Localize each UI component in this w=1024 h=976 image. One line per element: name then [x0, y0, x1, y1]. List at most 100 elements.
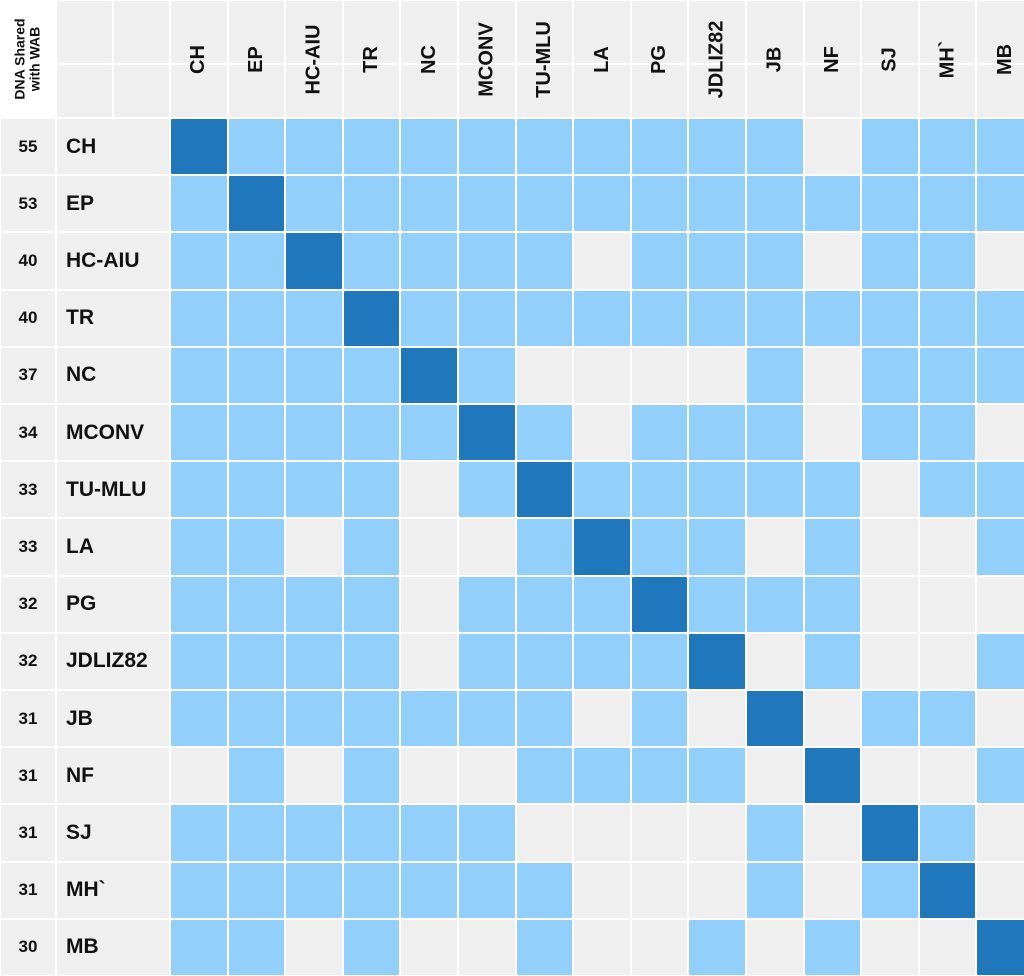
heatmap-cell — [747, 691, 803, 747]
heatmap-cell — [171, 176, 227, 232]
heatmap-cell — [862, 290, 918, 346]
heatmap-cell — [689, 748, 745, 804]
heatmap-cell — [862, 748, 918, 804]
heatmap-cell — [574, 576, 630, 632]
heatmap-cell — [228, 462, 285, 518]
row-number-bg — [1, 347, 55, 403]
header-blank-cell — [286, 1, 342, 63]
column-label: TU-MLU — [516, 0, 574, 118]
heatmap-cell — [401, 691, 457, 747]
heatmap-cell — [804, 176, 861, 232]
heatmap-cell — [516, 633, 573, 689]
row-number-bg — [1, 176, 55, 232]
heatmap-cell — [804, 290, 861, 346]
heatmap-cell — [401, 862, 457, 918]
header-blank-cell — [574, 1, 630, 63]
shared-cm-value: 40 — [18, 250, 38, 270]
row-number-bg — [1, 290, 55, 346]
row-label: MCONV — [66, 420, 145, 444]
column-label: MCONV — [458, 0, 516, 118]
heatmap-cell — [689, 576, 745, 632]
heatmap-cell — [862, 691, 918, 747]
row-number-bg — [1, 119, 55, 175]
row-number-bg — [1, 405, 55, 461]
heatmap-cell — [343, 233, 400, 289]
header-blank-cell — [114, 65, 169, 117]
heatmap-cell — [689, 519, 745, 575]
heatmap-cell — [919, 233, 976, 289]
heatmap-cell — [286, 233, 342, 289]
heatmap-cell — [459, 633, 515, 689]
heatmap-cell — [171, 347, 227, 403]
column-label-text: EP — [244, 45, 267, 73]
heatmap-cell — [228, 405, 285, 461]
heatmap-cell — [747, 347, 803, 403]
heatmap-cell — [228, 862, 285, 918]
heatmap-cell — [977, 748, 1024, 804]
heatmap-cell — [459, 405, 515, 461]
heatmap-cell — [401, 347, 457, 403]
heatmap-cell — [574, 633, 630, 689]
shared-cm-value: 34 — [18, 422, 38, 442]
heatmap-cell — [516, 462, 573, 518]
heatmap-cell — [228, 290, 285, 346]
heatmap-cell — [459, 290, 515, 346]
row-label-bg — [57, 919, 169, 975]
heatmap-cell — [804, 805, 861, 861]
heatmap-cell — [689, 290, 745, 346]
heatmap-cell — [747, 290, 803, 346]
heatmap-cell — [171, 233, 227, 289]
row-label: MH` — [66, 878, 106, 902]
heatmap-cell — [171, 633, 227, 689]
row-label-bg — [57, 576, 169, 632]
corner-label-line-2: with WAB — [27, 26, 44, 92]
heatmap-cell — [228, 576, 285, 632]
heatmap-cell — [919, 347, 976, 403]
row-label: EP — [66, 191, 95, 215]
heatmap-cell — [631, 862, 688, 918]
heatmap-cell — [689, 919, 745, 975]
heatmap-cell — [631, 119, 688, 175]
heatmap-cell — [804, 233, 861, 289]
heatmap-cell — [862, 462, 918, 518]
heatmap-cell — [286, 405, 342, 461]
row-number-bg — [1, 862, 55, 918]
heatmap-cell — [401, 576, 457, 632]
heatmap-cell — [862, 919, 918, 975]
heatmap-cell — [919, 519, 976, 575]
heatmap-cell — [286, 919, 342, 975]
heatmap-cell — [574, 691, 630, 747]
heatmap-cell — [459, 119, 515, 175]
heatmap-cell — [286, 119, 342, 175]
heatmap-cell — [919, 462, 976, 518]
heatmap-cell — [343, 119, 400, 175]
heatmap-cell — [516, 176, 573, 232]
heatmap-cell — [919, 176, 976, 232]
heatmap-cell — [171, 862, 227, 918]
heatmap-cell — [171, 748, 227, 804]
heatmap-cell — [343, 805, 400, 861]
header-blank-cell — [804, 1, 861, 63]
heatmap-cell — [574, 290, 630, 346]
heatmap-cell — [804, 576, 861, 632]
shared-cm-value: 55 — [18, 136, 38, 156]
heatmap-cell — [343, 748, 400, 804]
heatmap-cell — [401, 919, 457, 975]
heatmap-cell — [516, 119, 573, 175]
heatmap-cell — [516, 576, 573, 632]
column-label: MH` — [919, 0, 977, 118]
row-label-bg — [57, 462, 169, 518]
heatmap-cell — [459, 805, 515, 861]
heatmap-cell — [631, 748, 688, 804]
column-label: NC — [400, 0, 458, 118]
heatmap-cell — [574, 462, 630, 518]
header-blank-cell — [114, 1, 169, 63]
heatmap-cell — [631, 462, 688, 518]
heatmap-cell — [459, 233, 515, 289]
heatmap-cell — [516, 405, 573, 461]
corner-header: DNA Shared with WAB — [0, 0, 56, 118]
heatmap-cell — [574, 347, 630, 403]
header-blank-cell — [343, 1, 400, 63]
heatmap-cell — [862, 233, 918, 289]
heatmap-cell — [401, 405, 457, 461]
